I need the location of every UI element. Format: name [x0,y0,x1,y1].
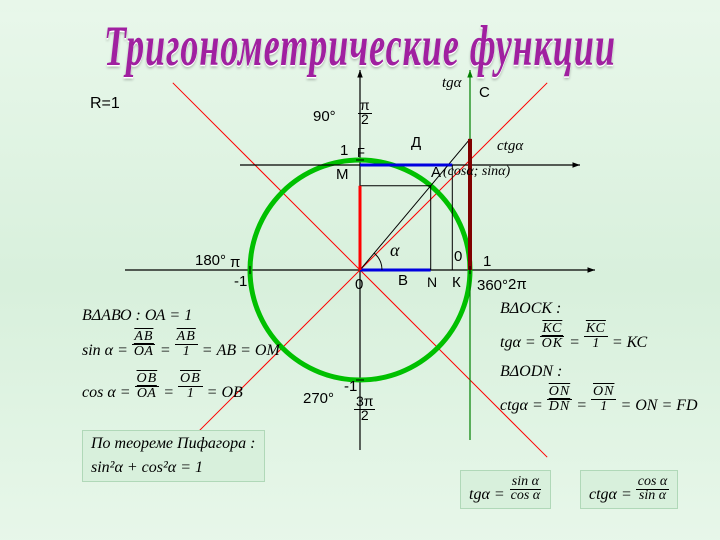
label-right-1: 1 [483,253,491,270]
label-right-0: 0 [454,248,462,265]
eq-cos: cos α = ОВОА = ОВ1 = ОВ [82,372,243,402]
eq-ctg: ctgα = ОNDN = ОN1 = ОN = FD [500,385,698,415]
pt-F: F [357,145,365,160]
label-2pi: 2π [508,276,527,293]
eq-ock-head: ВΔОСК : [500,300,561,318]
eq-box-tg: tgα = sin αcos α [460,470,551,509]
label-180: 180° [195,252,226,269]
label-origin-0: 0 [355,276,363,293]
label-pi: π [230,254,240,271]
eq-box-ctg: ctgα = cos αsin α [580,470,678,509]
pt-M: М [336,166,349,183]
label-ctg-axis: ctgα [497,138,523,155]
label-90: 90° [313,108,336,125]
label-top-1: 1 [340,142,348,159]
label-270: 270° [303,390,334,407]
pt-A: А [431,164,441,181]
label-3pi-over-2: 3π2 [354,394,375,424]
label-cos-sin: (cosα; sinα) [443,164,510,180]
eq-pythagoras: По теореме Пифагора : sin²α + cos²α = 1 [82,430,265,482]
pt-C: С [479,84,490,101]
eq-sin: sin α = АВОА = АВ1 = АВ = ОМ [82,330,280,360]
pt-K: К [452,274,461,291]
pt-D: Д [411,134,421,151]
label-tg-axis: tgα [442,75,462,92]
pt-B: В [398,272,408,289]
label-alpha: α [390,240,399,261]
pt-N: N [427,274,437,290]
label-R: R=1 [90,95,120,113]
eq-tg: tgα = КСОК = КС1 = КС [500,322,647,352]
label-pi-over-2: π2 [358,98,372,128]
eq-abo-head: ВΔАВО : ОА = 1 [82,307,192,325]
label-left-neg1: -1 [234,273,247,290]
eq-odn-head: ВΔОDN : [500,363,562,381]
label-360: 360° [477,277,508,294]
